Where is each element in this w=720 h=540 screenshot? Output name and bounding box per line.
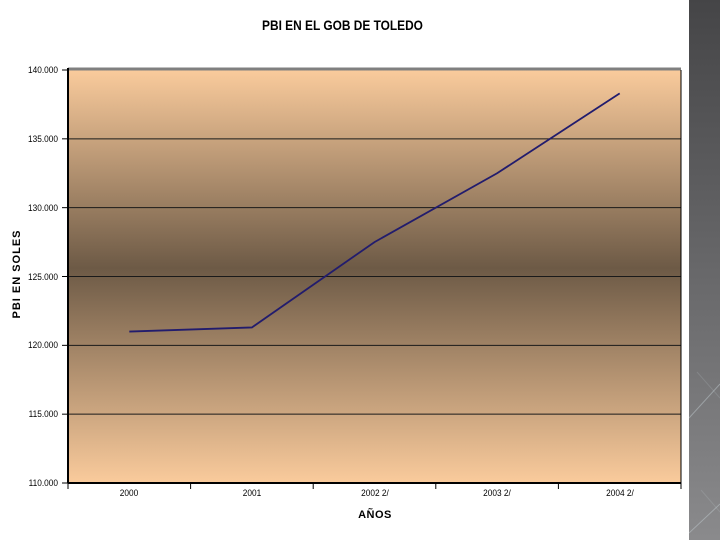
y-axis-tick-label: 140.000 bbox=[28, 65, 58, 75]
x-axis-tick-label: 2002 2/ bbox=[360, 488, 389, 498]
sidebar-diagonal-line bbox=[700, 489, 720, 513]
x-axis-tick-label: 2004 2/ bbox=[605, 488, 634, 498]
chart-title: PBI EN EL GOB DE TOLEDO bbox=[262, 17, 423, 33]
y-axis-tick-label: 115.000 bbox=[28, 409, 58, 420]
x-axis-tick-label: 2003 2/ bbox=[483, 488, 511, 498]
y-axis-tick-label: 130.000 bbox=[28, 202, 58, 213]
y-axis-title: PBI EN SOLES bbox=[11, 229, 23, 319]
x-axis-tick-label: 2001 bbox=[242, 488, 262, 498]
y-axis-tick-label: 135.000 bbox=[28, 133, 58, 144]
sidebar-diagonal-line bbox=[688, 503, 720, 534]
y-axis-tick-label: 120.000 bbox=[28, 340, 58, 351]
slide-sidebar-decoration bbox=[688, 0, 720, 540]
y-axis-tick-label: 110.000 bbox=[28, 478, 58, 488]
data-line-series-pbi bbox=[129, 92, 621, 333]
sidebar-diagonal-line bbox=[688, 383, 720, 419]
x-axis-tick-label: 2000 bbox=[120, 488, 139, 498]
sidebar-diagonal-lines-decoration bbox=[688, 371, 720, 534]
sidebar-diagonal-line bbox=[696, 371, 720, 399]
y-axis-tick-label: 125.000 bbox=[28, 271, 58, 282]
x-axis-title: AÑOS bbox=[358, 509, 392, 521]
